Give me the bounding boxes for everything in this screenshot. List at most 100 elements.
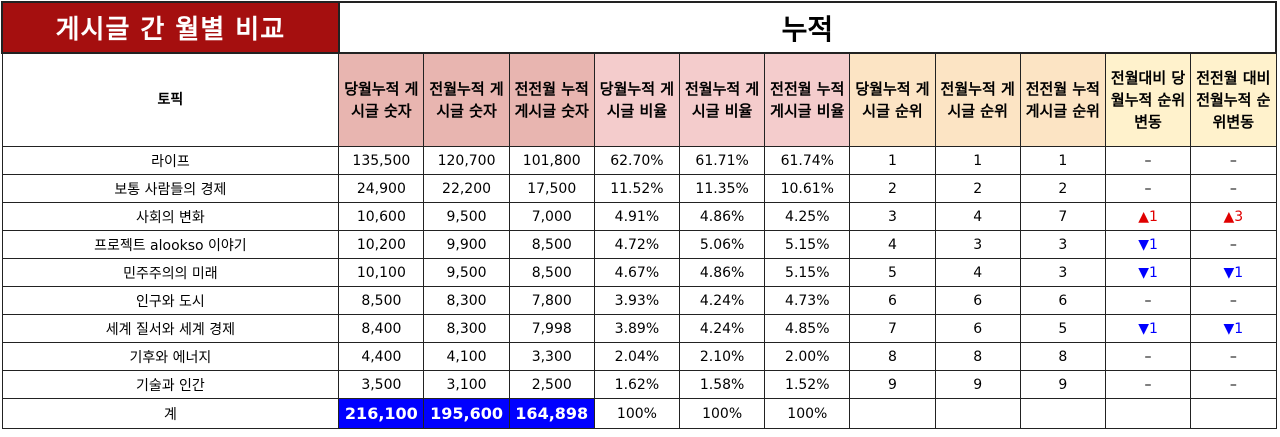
total-cell: 100%: [679, 398, 766, 429]
column-header: 당월누적 게시글 비율: [593, 52, 681, 147]
table-cell: 7,800: [508, 286, 595, 315]
table-cell: 135,500: [338, 146, 425, 175]
total-cell: [1190, 398, 1277, 429]
table-cell: 1: [934, 146, 1021, 175]
table-cell: 6: [934, 286, 1021, 315]
total-cell: 100%: [593, 398, 681, 429]
table-cell: 3,500: [338, 370, 425, 399]
column-header: 전전월 누적 게시글 비율: [764, 52, 851, 147]
table-cell: 7,998: [508, 314, 595, 343]
table-cell: 10,200: [338, 230, 425, 259]
table-cell: 3.93%: [593, 286, 681, 315]
table-cell: 61.71%: [679, 146, 766, 175]
table-row: 민주주의의 미래 10,100 9,500 8,500 4.67% 4.86% 5.15% 5…: [1, 258, 1277, 287]
table-cell: 62.70%: [593, 146, 681, 175]
table-row: 기후와 에너지 4,400 4,100 3,300 2.04% 2.10% 2.00% 8 8 8…: [1, 342, 1277, 371]
table-cell: 2.10%: [679, 342, 766, 371]
table-cell: 2: [934, 174, 1021, 203]
table-cell: 8,500: [508, 258, 595, 287]
column-header: 전전월 누적 게시글 순위: [1019, 52, 1106, 147]
table-cell: 22,200: [423, 174, 510, 203]
column-header: 전월누적 게시글 비율: [679, 52, 766, 147]
table-cell: 3: [934, 230, 1021, 259]
table-cell: 8: [934, 342, 1021, 371]
table-cell: 8: [849, 342, 936, 371]
table-cell: 101,800: [508, 146, 595, 175]
topic-cell: 민주주의의 미래: [1, 258, 340, 287]
table-cell: 4.67%: [593, 258, 681, 287]
table-cell: 5.15%: [764, 258, 851, 287]
column-header: 전전월 대비 전월누적 순위변동: [1190, 52, 1277, 147]
table-cell: 8,300: [423, 286, 510, 315]
table-cell: ▼1: [1104, 314, 1192, 343]
table-cell: 3.89%: [593, 314, 681, 343]
table-cell: 4.85%: [764, 314, 851, 343]
table-row: 세계 질서와 세계 경제 8,400 8,300 7,998 3.89% 4.24% 4.8…: [1, 314, 1277, 343]
table-cell: 4.73%: [764, 286, 851, 315]
table-cell: 4: [849, 230, 936, 259]
table-cell: 4.86%: [679, 258, 766, 287]
table-cell: 10.61%: [764, 174, 851, 203]
table-cell: 9: [1019, 370, 1106, 399]
table-cell: 7: [849, 314, 936, 343]
table-cell: 9: [849, 370, 936, 399]
table-cell: 10,600: [338, 202, 425, 231]
table-cell: 4,400: [338, 342, 425, 371]
column-header: 당월누적 게시글 순위: [849, 52, 936, 147]
total-label: 계: [1, 398, 340, 429]
table-cell: –: [1190, 370, 1277, 399]
topic-cell: 기술과 인간: [1, 370, 340, 399]
table-row: 인구와 도시 8,500 8,300 7,800 3.93% 4.24% 4.73% 6 6 6–…: [1, 286, 1277, 315]
table-cell: 5: [1019, 314, 1106, 343]
total-cell: [1104, 398, 1192, 429]
table-cell: –: [1104, 342, 1192, 371]
table-cell: 61.74%: [764, 146, 851, 175]
table-cell: 4.24%: [679, 286, 766, 315]
table-cell: –: [1104, 370, 1192, 399]
table-cell: 11.35%: [679, 174, 766, 203]
table-cell: 8: [1019, 342, 1106, 371]
table-cell: 8,500: [338, 286, 425, 315]
header-row: 토픽 당월누적 게시글 숫자 전월누적 게시글 숫자 전전월 누적 게시글 숫자 당월누…: [1, 52, 1277, 147]
topic-cell: 인구와 도시: [1, 286, 340, 315]
table-cell: 1: [849, 146, 936, 175]
table-cell: 1.58%: [679, 370, 766, 399]
column-header: 전월대비 당월누적 순위변동: [1104, 52, 1192, 147]
table-cell: 5: [849, 258, 936, 287]
table-cell: ▲1: [1104, 202, 1192, 231]
super-header: 누적: [337, 1, 1278, 54]
table-cell: –: [1190, 286, 1277, 315]
table-cell: 3: [849, 202, 936, 231]
table-cell: 4,100: [423, 342, 510, 371]
table-cell: 1.52%: [764, 370, 851, 399]
column-header: 토픽: [1, 52, 340, 147]
table-cell: 5.15%: [764, 230, 851, 259]
table-cell: –: [1104, 174, 1192, 203]
table-cell: –: [1190, 342, 1277, 371]
table-cell: ▼1: [1190, 258, 1277, 287]
table-row: 프로젝트 alookso 이야기 10,200 9,900 8,500 4.72% 5.0…: [1, 230, 1277, 259]
topic-cell: 프로젝트 alookso 이야기: [1, 230, 340, 259]
column-header: 당월누적 게시글 숫자: [338, 52, 425, 147]
table-cell: 2.04%: [593, 342, 681, 371]
table-cell: 4.86%: [679, 202, 766, 231]
table-cell: 3: [1019, 258, 1106, 287]
topic-cell: 보통 사람들의 경제: [1, 174, 340, 203]
table-row: 보통 사람들의 경제 24,900 22,200 17,500 11.52% 11.35%…: [1, 174, 1277, 203]
table-cell: 4.24%: [679, 314, 766, 343]
table-cell: –: [1104, 146, 1192, 175]
table-cell: –: [1190, 174, 1277, 203]
total-cell: 164,898: [508, 398, 595, 429]
table-cell: –: [1190, 146, 1277, 175]
comparison-table: 게시글 간 월별 비교 누적 토픽 당월누적 게시글 숫자 전월누적 게시글 숫자 전…: [1, 1, 1278, 429]
table-cell: 9,500: [423, 202, 510, 231]
table-cell: 9: [934, 370, 1021, 399]
table-cell: 6: [1019, 286, 1106, 315]
total-cell: 100%: [764, 398, 851, 429]
table-cell: –: [1104, 286, 1192, 315]
table-cell: 10,100: [338, 258, 425, 287]
total-cell: 216,100: [338, 398, 425, 429]
total-cell: [1019, 398, 1106, 429]
topic-cell: 기후와 에너지: [1, 342, 340, 371]
table-cell: 1: [1019, 146, 1106, 175]
